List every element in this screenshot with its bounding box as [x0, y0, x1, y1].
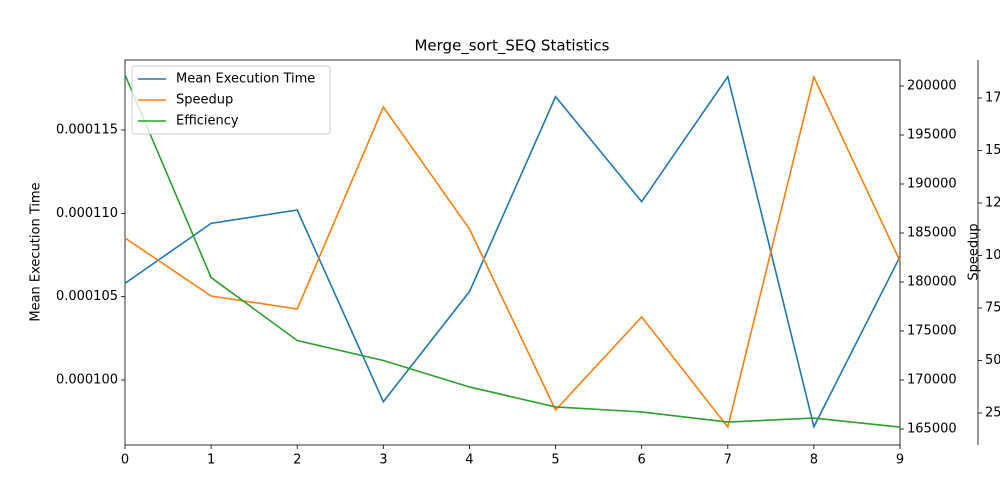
- y3-tick-label: 125: [985, 196, 1000, 211]
- y-axis-label: Mean Execution Time: [29, 182, 44, 321]
- chart-title: Merge_sort_SEQ Statistics: [414, 37, 609, 56]
- y2-tick-label: 185000: [907, 225, 957, 240]
- y2-axis-label: Speedup: [967, 223, 982, 280]
- y2-tick-label: 165000: [907, 421, 957, 436]
- x-tick-label: 1: [207, 453, 215, 468]
- legend: Mean Execution Time Speedup Efficiency: [131, 65, 331, 135]
- y-tick-label: 0.000100: [56, 373, 118, 388]
- y2-tick-label: 195000: [907, 127, 957, 142]
- y3-tick-label: 100: [985, 248, 1000, 263]
- y3-tick-label: 150: [985, 143, 1000, 158]
- y3-tick-label: 75: [985, 301, 1000, 316]
- legend-box: [131, 65, 331, 135]
- x-tick-label: 8: [810, 453, 818, 468]
- y2-tick-label: 190000: [907, 176, 957, 191]
- y3-tick-label: 175: [985, 91, 1000, 106]
- x-tick-label: 9: [896, 453, 904, 468]
- x-tick-label: 6: [638, 453, 646, 468]
- y2-tick-label: 200000: [907, 78, 957, 93]
- y3-tick-label: 50: [985, 353, 1000, 368]
- y3-tick-label: 25: [985, 405, 1000, 420]
- legend-label: Efficiency: [176, 114, 239, 129]
- y-tick-label: 0.000115: [56, 123, 118, 138]
- y2-tick-label: 175000: [907, 323, 957, 338]
- legend-label: Speedup: [176, 93, 233, 108]
- y2-tick-label: 180000: [907, 274, 957, 289]
- y2-tick-label: 170000: [907, 372, 957, 387]
- series-line: [124, 74, 901, 429]
- x-tick-label: 0: [121, 453, 129, 468]
- x-tick-label: 2: [293, 453, 301, 468]
- x-tick-label: 7: [724, 453, 732, 468]
- y-tick-label: 0.000105: [56, 289, 118, 304]
- y-tick-label: 0.000110: [56, 206, 118, 221]
- legend-label: Mean Execution Time: [176, 72, 315, 87]
- x-tick-label: 3: [379, 453, 387, 468]
- plot-frame: [124, 59, 901, 446]
- x-tick-label: 4: [465, 453, 473, 468]
- series-line: [124, 74, 901, 428]
- x-tick-label: 5: [551, 453, 559, 468]
